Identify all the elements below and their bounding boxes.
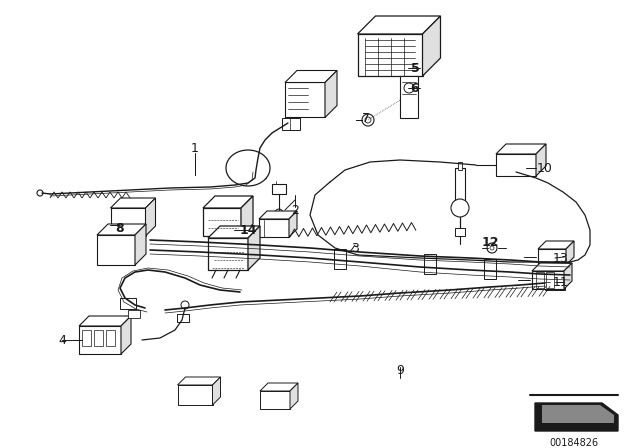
Polygon shape <box>536 144 546 176</box>
Bar <box>545 278 565 290</box>
Polygon shape <box>564 263 572 289</box>
Polygon shape <box>358 34 422 76</box>
Polygon shape <box>285 70 337 82</box>
Polygon shape <box>208 226 260 238</box>
Polygon shape <box>248 226 260 270</box>
Polygon shape <box>121 316 131 354</box>
Polygon shape <box>325 70 337 117</box>
Polygon shape <box>203 208 241 236</box>
Bar <box>120 298 136 309</box>
Bar <box>82 330 91 346</box>
Text: 13: 13 <box>553 251 569 264</box>
Polygon shape <box>241 196 253 236</box>
Polygon shape <box>111 198 156 208</box>
Polygon shape <box>496 154 536 176</box>
Text: 9: 9 <box>396 363 404 376</box>
Bar <box>272 184 286 194</box>
Polygon shape <box>532 271 564 289</box>
Polygon shape <box>79 316 131 326</box>
Polygon shape <box>566 241 574 265</box>
Polygon shape <box>542 405 614 423</box>
Polygon shape <box>422 16 440 76</box>
Polygon shape <box>260 383 298 391</box>
Bar <box>334 249 346 269</box>
Polygon shape <box>290 383 298 409</box>
Circle shape <box>451 199 469 217</box>
Polygon shape <box>259 211 297 219</box>
Bar <box>424 254 436 274</box>
Text: 12: 12 <box>481 236 499 249</box>
Polygon shape <box>97 224 146 235</box>
Circle shape <box>490 246 494 250</box>
Text: 2: 2 <box>291 203 299 216</box>
Text: 10: 10 <box>537 161 553 175</box>
Polygon shape <box>538 249 566 265</box>
Bar <box>282 118 300 130</box>
Text: 5: 5 <box>411 61 419 74</box>
Polygon shape <box>259 219 289 237</box>
Polygon shape <box>212 377 221 405</box>
Bar <box>546 272 554 288</box>
Bar <box>400 76 418 118</box>
Polygon shape <box>496 144 546 154</box>
Polygon shape <box>260 391 290 409</box>
Circle shape <box>275 209 283 217</box>
Bar <box>128 310 140 318</box>
Polygon shape <box>145 198 156 236</box>
Circle shape <box>37 190 43 196</box>
Bar <box>94 330 103 346</box>
Polygon shape <box>285 82 325 117</box>
Polygon shape <box>97 235 135 265</box>
Text: 6: 6 <box>411 82 419 95</box>
Text: 3: 3 <box>351 241 359 254</box>
Polygon shape <box>177 385 212 405</box>
Polygon shape <box>79 326 121 354</box>
Circle shape <box>365 117 371 123</box>
Circle shape <box>487 243 497 253</box>
Polygon shape <box>177 377 221 385</box>
Polygon shape <box>208 238 248 270</box>
Circle shape <box>404 83 414 93</box>
Circle shape <box>181 301 189 309</box>
Bar <box>106 330 115 346</box>
Text: 7: 7 <box>362 112 370 125</box>
Polygon shape <box>535 403 618 431</box>
Text: 00184826: 00184826 <box>549 438 598 448</box>
Polygon shape <box>289 211 297 237</box>
Text: 8: 8 <box>116 221 124 234</box>
Text: 1: 1 <box>191 142 199 155</box>
Polygon shape <box>203 196 253 208</box>
Bar <box>484 259 496 279</box>
Text: 11: 11 <box>553 276 569 289</box>
Polygon shape <box>135 224 146 265</box>
Text: 4: 4 <box>58 333 66 346</box>
Polygon shape <box>532 263 572 271</box>
Bar <box>458 162 462 170</box>
Bar <box>455 168 465 206</box>
Polygon shape <box>538 241 574 249</box>
Polygon shape <box>358 16 440 34</box>
Bar <box>536 272 544 288</box>
Bar <box>177 314 189 322</box>
Circle shape <box>362 114 374 126</box>
Bar <box>455 228 465 236</box>
Polygon shape <box>111 208 145 236</box>
Text: 14: 14 <box>239 224 257 237</box>
